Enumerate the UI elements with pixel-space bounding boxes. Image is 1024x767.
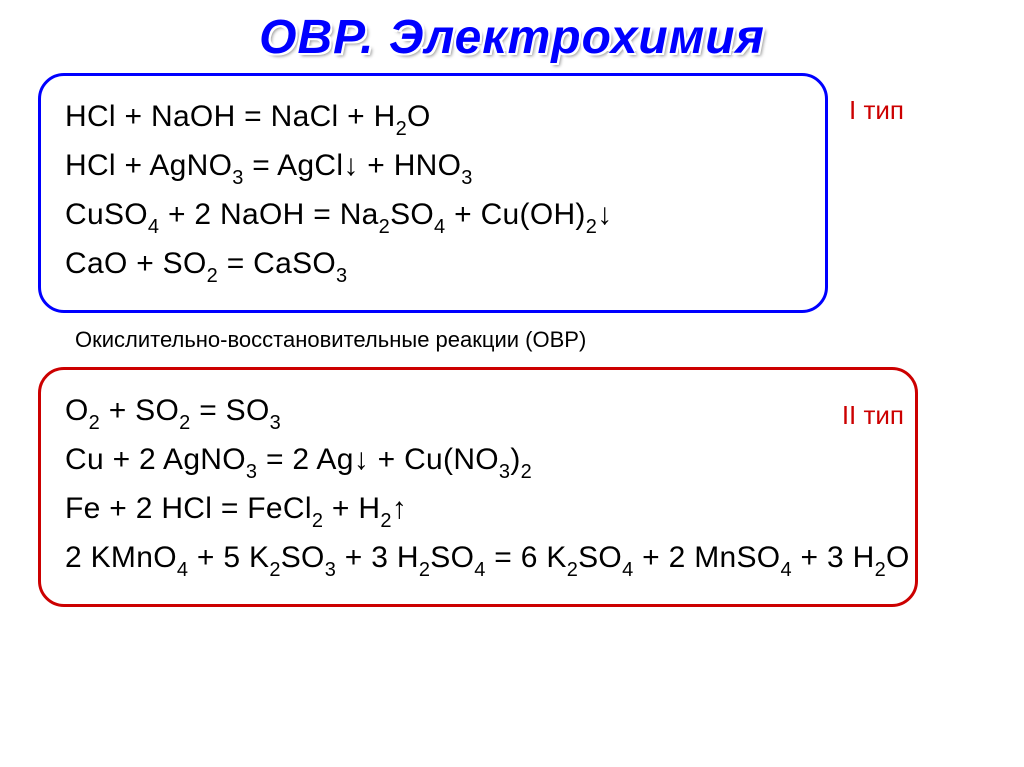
equations-box-type1: HCl + NaOH = NaCl + H2O HCl + AgNO3 = Ag… — [38, 73, 828, 313]
type2-label: II тип — [842, 400, 904, 431]
equation: CuSO4 + 2 NaOH = Na2SO4 + Cu(OH)2↓ — [65, 198, 801, 237]
equation: Cu + 2 AgNO3 = 2 Ag↓ + Cu(NO3)2 — [65, 443, 891, 482]
equation: O2 + SO2 = SO3 — [65, 394, 891, 433]
page-title: ОВР. Электрохимия — [0, 0, 1024, 65]
redox-note: Окислительно-восстановительные реакции (… — [75, 327, 1024, 353]
equation: HCl + NaOH = NaCl + H2O — [65, 100, 801, 139]
equation: 2 KMnO4 + 5 K2SO3 + 3 H2SO4 = 6 K2SO4 + … — [65, 541, 891, 580]
equations-box-type2: O2 + SO2 = SO3 Cu + 2 AgNO3 = 2 Ag↓ + Cu… — [38, 367, 918, 607]
type1-label: I тип — [849, 95, 904, 126]
equation: CaO + SO2 = CaSO3 — [65, 247, 801, 286]
equation: Fe + 2 HCl = FeCl2 + H2↑ — [65, 492, 891, 531]
equation: HCl + AgNO3 = AgCl↓ + HNO3 — [65, 149, 801, 188]
